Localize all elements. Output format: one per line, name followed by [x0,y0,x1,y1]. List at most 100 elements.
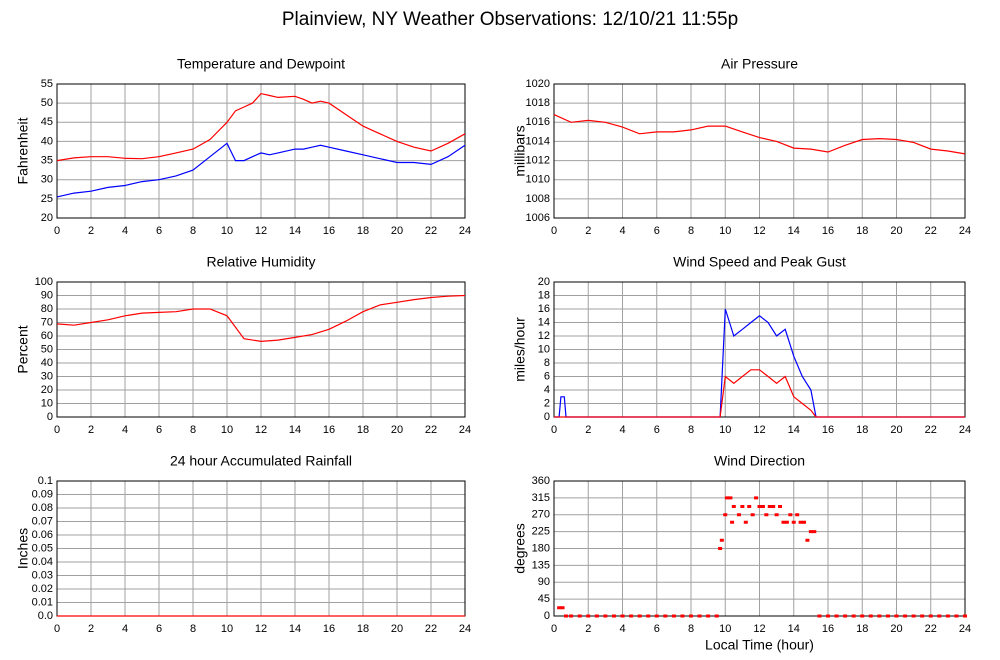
x-tick-label: 10 [221,225,233,237]
x-tick-label: 18 [357,424,369,436]
x-tick-label: 8 [190,623,196,635]
x-tick-label: 24 [959,225,971,237]
x-tick-label: 18 [856,225,868,237]
y-tick-label: 1014 [526,135,550,147]
y-tick-label: 10 [41,397,53,409]
y-tick-label: 1006 [526,212,550,224]
data-point [611,614,616,618]
y-tick-label: 60 [41,330,53,342]
x-tick-label: 14 [788,623,800,635]
data-point [714,614,719,618]
data-line [56,294,466,343]
x-tick-label: 12 [255,424,267,436]
y-tick-label: 55 [41,78,53,90]
x-tick-label: 10 [221,424,233,436]
y-tick-label: 270 [532,509,550,521]
y-axis-label: degrees [512,523,528,574]
y-tick-label: 70 [41,316,53,328]
data-point [795,513,800,517]
data-point [963,614,967,618]
x-tick-label: 20 [890,424,902,436]
chart-title: Air Pressure [721,56,798,72]
y-tick-label: 30 [41,174,53,186]
y-axis-label: miles/hour [512,317,528,382]
y-tick-label: 360 [532,475,550,487]
plot-frame [553,281,966,418]
data-point [586,614,591,618]
x-tick-label: 16 [822,623,834,635]
x-tick-label: 6 [654,623,660,635]
x-tick-label: 0 [551,225,557,237]
data-point [788,513,793,517]
x-tick-label: 16 [323,225,335,237]
x-tick-label: 16 [822,424,834,436]
y-tick-label: 18 [538,289,550,301]
data-line [553,114,966,155]
y-tick-label: 40 [41,357,53,369]
y-tick-label: 20 [538,276,550,288]
x-tick-label: 16 [323,424,335,436]
x-tick-label: 4 [122,623,128,635]
y-tick-label: 0 [47,411,53,423]
x-tick-label: 6 [654,225,660,237]
data-point [663,614,668,618]
x-tick-label: 4 [619,225,625,237]
y-tick-label: 0.09 [32,488,53,500]
y-tick-label: 180 [532,542,550,554]
y-tick-label: 50 [41,97,53,109]
data-point [697,614,702,618]
chart-title: Wind Speed and Peak Gust [673,254,846,270]
y-tick-label: 90 [41,289,53,301]
data-point [731,505,736,508]
data-point [724,496,729,500]
data-point [771,505,776,508]
x-tick-label: 14 [289,225,301,237]
x-tick-label: 2 [88,225,94,237]
data-point [740,505,745,508]
data-point [774,513,779,517]
y-tick-label: 100 [35,276,53,288]
y-tick-label: 12 [538,330,550,342]
data-point [728,496,733,500]
y-tick-label: 0.1 [38,475,53,487]
plot-frame [56,83,466,219]
x-tick-label: 20 [890,225,902,237]
y-tick-label: 45 [538,593,550,605]
x-tick-label: 24 [959,424,971,436]
x-tick-label: 0 [54,623,60,635]
x-tick-label: 14 [289,623,301,635]
data-point [719,538,724,542]
x-tick-label: 6 [156,424,162,436]
x-tick-label: 12 [255,623,267,635]
y-tick-label: 90 [538,576,550,588]
x-tick-label: 16 [822,225,834,237]
y-tick-label: 1018 [526,97,550,109]
data-point [754,496,759,500]
y-tick-label: 80 [41,303,53,315]
data-point [784,520,789,524]
x-tick-label: 4 [619,623,625,635]
x-tick-label: 2 [585,424,591,436]
x-tick-label: 8 [190,225,196,237]
data-point [945,614,950,618]
y-tick-label: 20 [41,212,53,224]
y-tick-label: 2 [544,397,550,409]
x-tick-label: 4 [619,424,625,436]
y-axis-label: Inches [15,528,31,569]
data-point [557,606,562,610]
y-tick-label: 0.07 [32,515,53,527]
y-tick-label: 0.0 [38,610,53,622]
x-tick-label: 20 [890,623,902,635]
x-tick-label: 12 [753,623,765,635]
data-point [747,505,752,508]
data-point [826,614,830,618]
chart-title: Temperature and Dewpoint [177,56,345,72]
data-point [646,614,651,618]
y-tick-label: 20 [41,384,53,396]
data-point [812,530,817,534]
x-tick-label: 12 [753,225,765,237]
y-tick-label: 40 [41,135,53,147]
x-tick-label: 24 [459,225,471,237]
x-tick-label: 18 [856,623,868,635]
